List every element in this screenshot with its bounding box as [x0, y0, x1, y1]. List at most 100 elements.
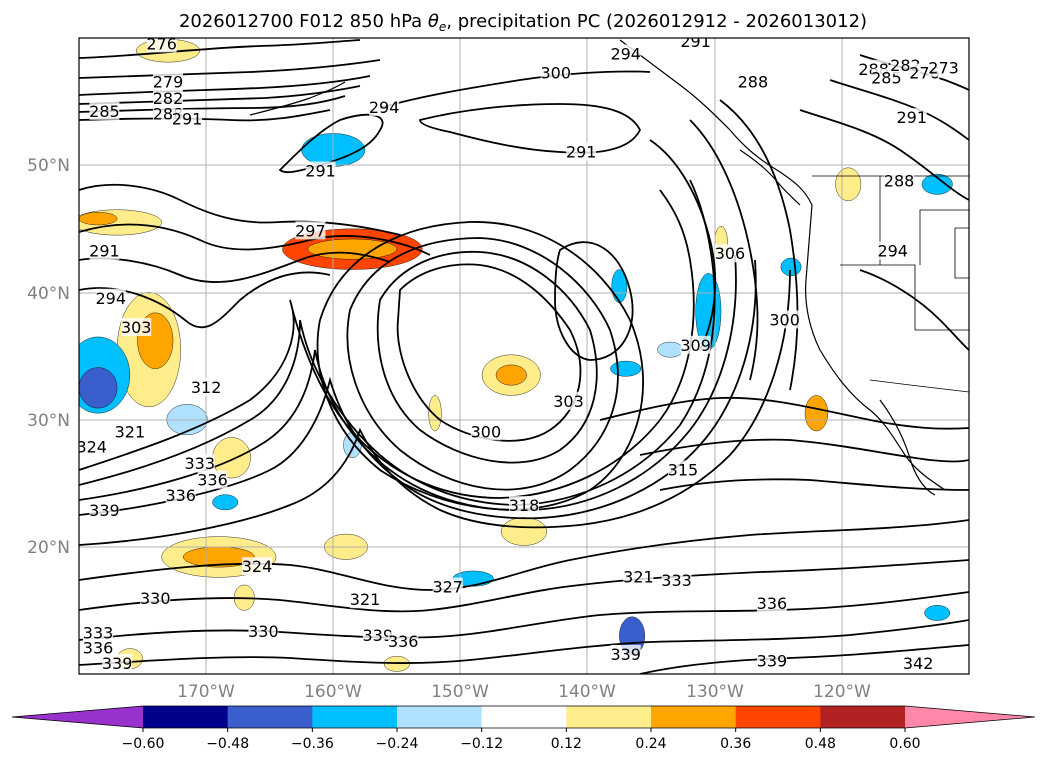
contour-label-bg — [305, 161, 336, 180]
colorbar-tick-label: −0.24 — [376, 736, 419, 752]
colorbar: −0.60 −0.48 −0.36 −0.24 −0.12 0.12 0.24 0.36 0.4… — [11, 705, 1036, 752]
contour-label: 303 — [553, 392, 584, 411]
contour-label: 294 — [369, 98, 400, 117]
contour-label: 273 — [928, 59, 959, 78]
contour-label: 333 — [83, 623, 114, 642]
colorbar-tick-label: −0.48 — [206, 736, 249, 752]
contour-label: 291 — [89, 242, 120, 261]
colorbar-tick-label: 0.36 — [720, 736, 751, 752]
contour-line — [79, 95, 346, 113]
contour-label-bg — [102, 653, 133, 672]
coastline-alaska-bc — [619, 39, 813, 206]
colorbar-segment — [312, 706, 398, 728]
contour-label-bg — [191, 377, 222, 396]
contour-label: 300 — [471, 422, 502, 441]
contour-line — [554, 241, 634, 361]
contour-label-bg — [95, 288, 126, 307]
contour-line — [419, 103, 642, 154]
precip-shade-region — [79, 367, 118, 409]
contour-label-bg — [388, 632, 419, 651]
theta-e-contours — [79, 39, 969, 674]
contour-label-bg — [470, 422, 501, 441]
contour-label: 330 — [140, 589, 171, 608]
contour-label-bg — [89, 241, 120, 260]
contour-label: 285 — [89, 102, 120, 121]
contour-line — [79, 183, 401, 236]
contour-line — [316, 221, 644, 511]
colorbar-segment — [143, 706, 229, 728]
contour-label-bg — [769, 310, 800, 329]
precip-shade-region — [804, 395, 829, 432]
coastlines — [249, 39, 946, 496]
figure-title: 2026012700 F012 850 hPa θe, precipitatio… — [179, 11, 867, 34]
contour-label: 309 — [680, 336, 711, 355]
graticule — [79, 38, 969, 674]
contour-label: 291 — [172, 109, 203, 128]
contour-label-bg — [903, 653, 934, 672]
precip-shade-region — [79, 212, 118, 226]
contour-label: 294 — [96, 289, 127, 308]
contour-label: 294 — [877, 242, 908, 261]
colorbar-segment — [651, 706, 737, 728]
contour-line — [649, 139, 717, 351]
lon-tick-label: 130°W — [686, 682, 744, 702]
contour-label: 321 — [623, 567, 654, 586]
map-frame — [78, 37, 970, 675]
precip-shade-region — [212, 494, 239, 511]
contour-line — [79, 39, 361, 59]
contour-label: 336 — [83, 639, 114, 658]
contour-label-bg — [756, 651, 787, 670]
precip-shade-region — [495, 364, 527, 386]
contour-label-bg — [295, 221, 326, 240]
contour-label: 288 — [738, 73, 769, 92]
latitude-tick-labels: 50°N 40°N 30°N 20°N — [27, 156, 70, 558]
contour-line — [79, 59, 381, 79]
colorbar-extend-low — [12, 706, 143, 728]
contour-line — [79, 259, 757, 520]
contour-line — [79, 179, 716, 506]
coastline-west-coast — [805, 204, 946, 491]
contour-label-bg — [566, 142, 597, 161]
border-state-3 — [919, 209, 969, 265]
contour-line — [659, 478, 969, 491]
contour-label-bg — [146, 38, 177, 53]
contour-line — [79, 559, 969, 613]
contour-label-bg — [877, 241, 908, 260]
contour-line — [79, 109, 331, 122]
lat-tick-label: 20°N — [27, 538, 70, 558]
contour-label-bg — [121, 318, 152, 337]
contour-label-bg — [661, 571, 692, 590]
precip-shade-region — [921, 173, 953, 195]
lon-tick-label: 170°W — [177, 682, 235, 702]
contour-label: 276 — [146, 34, 177, 53]
contour-label: 294 — [610, 45, 641, 64]
lon-tick-label: 150°W — [431, 682, 489, 702]
contour-line — [689, 119, 759, 381]
precip-shade-region — [780, 257, 802, 277]
lat-tick-label: 30°N — [27, 411, 70, 431]
contour-label: 330 — [248, 622, 279, 641]
coastline-aleutians — [249, 81, 346, 116]
contour-label-bg — [83, 638, 114, 657]
contour-label-bg — [540, 63, 571, 82]
contour-line — [79, 269, 791, 546]
contour-line — [379, 70, 651, 109]
contour-label: 291 — [566, 142, 597, 161]
contour-label: 306 — [715, 244, 746, 263]
contour-label-bg — [680, 38, 711, 50]
contour-label: 339 — [610, 645, 641, 664]
contour-label-bg — [928, 58, 959, 77]
contour-label-bg — [165, 485, 196, 504]
contour-label: 342 — [903, 654, 934, 673]
contour-label-bg — [756, 594, 787, 613]
contour-label: 288 — [884, 172, 915, 191]
contour-label-bg — [153, 72, 183, 91]
contour-label-bg — [242, 557, 272, 576]
contour-label: 303 — [121, 318, 152, 337]
precip-shade-region — [307, 238, 398, 260]
contour-label: 333 — [185, 454, 216, 473]
colorbar-tick-label: 0.60 — [889, 736, 920, 752]
contour-line — [719, 99, 799, 391]
contour-label: 336 — [197, 471, 228, 490]
